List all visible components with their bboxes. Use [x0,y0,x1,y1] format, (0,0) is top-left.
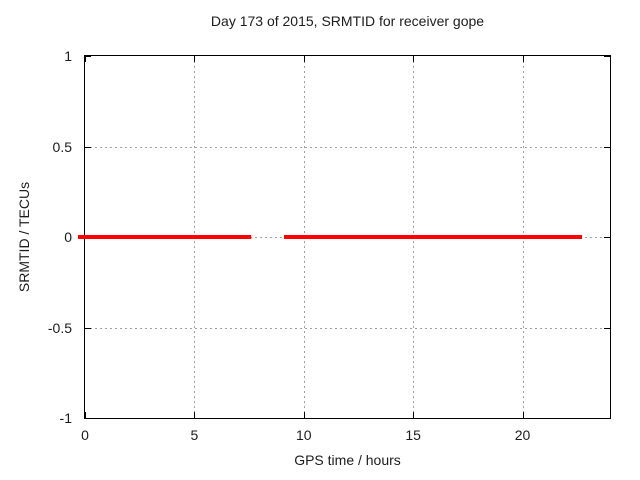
series-segment-axis-overhang [78,235,85,239]
y-tick-label: -1 [59,410,72,426]
y-tick-mark-left [85,327,91,329]
y-tick-mark-right [604,327,610,329]
x-tick-mark-bottom [303,412,305,418]
y-tick-mark-left [85,146,91,148]
series-segment [284,235,582,239]
gridline-horizontal [85,146,610,148]
gridline-horizontal [85,327,610,329]
y-tick-mark-right [604,237,610,238]
y-tick-mark-right [604,56,610,57]
x-tick-mark-top [85,56,86,62]
y-tick-label: 0.5 [52,138,72,155]
x-tick-mark-top [413,56,415,62]
plot-area [78,55,611,419]
y-tick-label: 1 [64,48,72,64]
y-tick-label: 0 [64,229,72,245]
x-tick-label: 10 [295,427,312,443]
x-tick-mark-bottom [85,412,86,418]
y-tick-mark-left [85,418,91,419]
x-tick-mark-bottom [522,412,524,418]
x-tick-label: 20 [514,427,531,443]
y-tick-label: -0.5 [47,319,72,336]
x-tick-mark-top [522,56,524,62]
y-tick-mark-right [604,418,610,419]
x-tick-mark-bottom [194,412,196,418]
chart-title: Day 173 of 2015, SRMTID for receiver gop… [210,13,485,29]
y-tick-mark-right [604,146,610,148]
x-tick-mark-bottom [413,412,415,418]
x-tick-label: 5 [190,427,199,443]
series-segment [85,235,252,239]
x-axis-label: GPS time / hours [294,452,401,468]
x-tick-label: 0 [81,427,89,443]
y-tick-mark-left [85,56,91,57]
x-tick-mark-top [194,56,196,62]
x-tick-label: 15 [405,427,421,443]
x-tick-mark-top [303,56,305,62]
